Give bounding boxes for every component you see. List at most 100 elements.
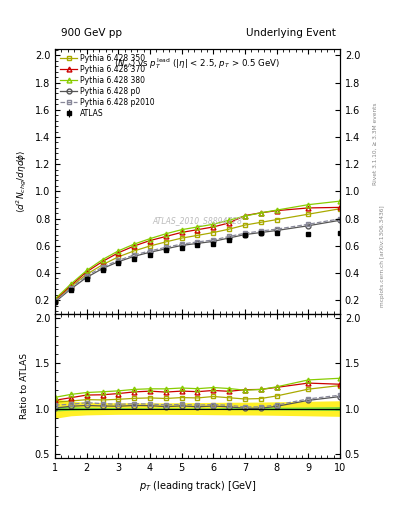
Pythia 6.428 p0: [116, 259, 121, 265]
Y-axis label: Ratio to ATLAS: Ratio to ATLAS: [20, 353, 29, 419]
Line: Pythia 6.428 p2010: Pythia 6.428 p2010: [53, 217, 342, 304]
Pythia 6.428 350: [100, 262, 105, 268]
Line: Pythia 6.428 380: Pythia 6.428 380: [53, 199, 342, 302]
Pythia 6.428 370: [116, 250, 121, 256]
Pythia 6.428 p2010: [259, 228, 263, 234]
Text: 900 GeV pp: 900 GeV pp: [61, 28, 122, 38]
Pythia 6.428 p2010: [53, 298, 57, 304]
Pythia 6.428 p0: [100, 266, 105, 272]
Pythia 6.428 370: [163, 233, 168, 240]
Pythia 6.428 350: [227, 226, 231, 232]
Line: Pythia 6.428 370: Pythia 6.428 370: [53, 205, 342, 302]
Pythia 6.428 370: [242, 212, 247, 219]
Pythia 6.428 380: [148, 236, 152, 242]
Pythia 6.428 380: [274, 207, 279, 213]
Pythia 6.428 370: [259, 210, 263, 216]
Pythia 6.428 380: [227, 217, 231, 223]
Pythia 6.428 380: [306, 202, 310, 208]
Pythia 6.428 p2010: [84, 273, 89, 279]
Pythia 6.428 380: [242, 213, 247, 219]
Pythia 6.428 p0: [132, 253, 136, 260]
Pythia 6.428 370: [211, 224, 216, 230]
Pythia 6.428 380: [163, 231, 168, 237]
Pythia 6.428 p0: [148, 249, 152, 255]
Legend: Pythia 6.428 350, Pythia 6.428 370, Pythia 6.428 380, Pythia 6.428 p0, Pythia 6.: Pythia 6.428 350, Pythia 6.428 370, Pyth…: [59, 52, 156, 119]
Text: Underlying Event: Underlying Event: [246, 28, 336, 38]
Pythia 6.428 p0: [179, 242, 184, 248]
Pythia 6.428 p2010: [338, 216, 342, 222]
Pythia 6.428 350: [306, 211, 310, 217]
Pythia 6.428 370: [195, 227, 200, 233]
Pythia 6.428 350: [242, 222, 247, 228]
Pythia 6.428 350: [179, 235, 184, 241]
Pythia 6.428 370: [68, 282, 73, 288]
Pythia 6.428 370: [132, 243, 136, 249]
Pythia 6.428 370: [306, 205, 310, 211]
Pythia 6.428 p0: [259, 229, 263, 236]
Pythia 6.428 p2010: [163, 244, 168, 250]
Pythia 6.428 p2010: [132, 252, 136, 258]
Pythia 6.428 p0: [227, 235, 231, 241]
Pythia 6.428 p0: [68, 286, 73, 292]
Pythia 6.428 380: [132, 241, 136, 247]
Pythia 6.428 p2010: [242, 230, 247, 236]
Pythia 6.428 p2010: [306, 221, 310, 227]
Pythia 6.428 p2010: [116, 258, 121, 264]
Pythia 6.428 p0: [306, 223, 310, 229]
Pythia 6.428 p2010: [179, 241, 184, 247]
Text: Rivet 3.1.10, ≥ 3.3M events: Rivet 3.1.10, ≥ 3.3M events: [373, 102, 378, 185]
Pythia 6.428 370: [148, 238, 152, 244]
Pythia 6.428 p2010: [227, 233, 231, 240]
Pythia 6.428 350: [163, 239, 168, 245]
Pythia 6.428 380: [195, 224, 200, 230]
Pythia 6.428 p2010: [274, 226, 279, 232]
Pythia 6.428 380: [259, 210, 263, 216]
Pythia 6.428 380: [84, 267, 89, 273]
Pythia 6.428 370: [227, 220, 231, 226]
Text: $\langle N_{ch}\rangle$ vs $p_T^{\,\mathrm{lead}}$ ($|\eta|$ < 2.5, $p_T$ > 0.5 : $\langle N_{ch}\rangle$ vs $p_T^{\,\math…: [114, 57, 281, 72]
Pythia 6.428 350: [148, 243, 152, 249]
X-axis label: $p_T$ (leading track) [GeV]: $p_T$ (leading track) [GeV]: [139, 479, 256, 493]
Pythia 6.428 380: [68, 281, 73, 287]
Pythia 6.428 380: [100, 257, 105, 263]
Pythia 6.428 350: [116, 254, 121, 260]
Pythia 6.428 350: [274, 217, 279, 223]
Pythia 6.428 370: [53, 297, 57, 303]
Pythia 6.428 p2010: [211, 237, 216, 243]
Pythia 6.428 380: [211, 221, 216, 227]
Pythia 6.428 p0: [274, 227, 279, 233]
Pythia 6.428 350: [53, 297, 57, 304]
Line: Pythia 6.428 p0: Pythia 6.428 p0: [53, 218, 342, 305]
Pythia 6.428 350: [338, 206, 342, 212]
Pythia 6.428 380: [338, 198, 342, 204]
Pythia 6.428 370: [274, 207, 279, 214]
Pythia 6.428 p0: [84, 274, 89, 281]
Pythia 6.428 350: [195, 232, 200, 239]
Text: mcplots.cern.ch [arXiv:1306.3436]: mcplots.cern.ch [arXiv:1306.3436]: [380, 205, 385, 307]
Pythia 6.428 p0: [338, 217, 342, 223]
Pythia 6.428 p0: [163, 246, 168, 252]
Pythia 6.428 350: [84, 271, 89, 278]
Pythia 6.428 p0: [195, 240, 200, 246]
Pythia 6.428 370: [84, 269, 89, 275]
Text: ATLAS_2010_S8894728: ATLAS_2010_S8894728: [152, 217, 242, 225]
Pythia 6.428 350: [259, 219, 263, 225]
Y-axis label: $\langle d^2 N_{chg}/d\eta d\phi\rangle$: $\langle d^2 N_{chg}/d\eta d\phi\rangle$: [15, 150, 29, 213]
Pythia 6.428 p2010: [68, 285, 73, 291]
Pythia 6.428 380: [179, 227, 184, 233]
Pythia 6.428 p0: [53, 299, 57, 305]
Pythia 6.428 p2010: [100, 264, 105, 270]
Pythia 6.428 370: [179, 229, 184, 236]
Pythia 6.428 380: [116, 248, 121, 254]
Line: Pythia 6.428 350: Pythia 6.428 350: [53, 206, 342, 303]
Pythia 6.428 350: [211, 229, 216, 236]
Pythia 6.428 350: [68, 284, 73, 290]
Pythia 6.428 370: [338, 204, 342, 210]
Pythia 6.428 p0: [242, 231, 247, 238]
Pythia 6.428 p2010: [195, 239, 200, 245]
Pythia 6.428 350: [132, 248, 136, 254]
Pythia 6.428 p2010: [148, 248, 152, 254]
Pythia 6.428 p0: [211, 238, 216, 244]
Pythia 6.428 380: [53, 296, 57, 302]
Pythia 6.428 370: [100, 259, 105, 265]
